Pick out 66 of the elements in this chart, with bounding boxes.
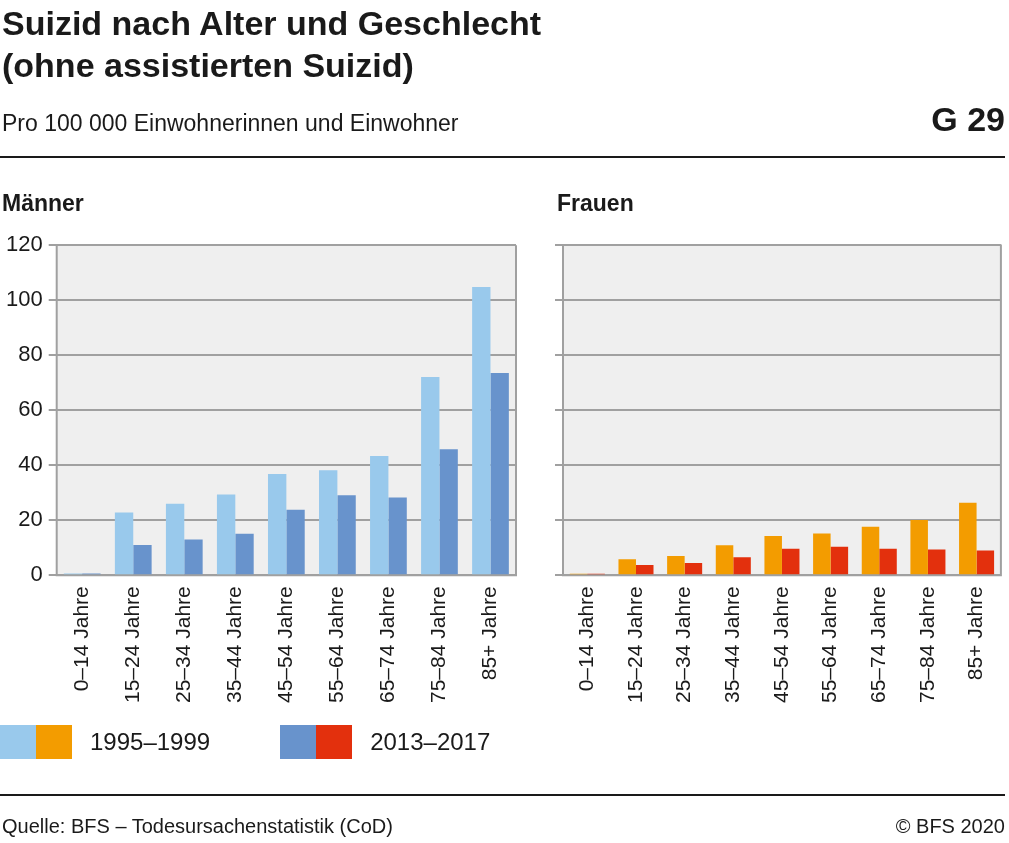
x-tick-label: 75–84 Jahre: [914, 586, 938, 703]
x-tick-label: 45–54 Jahre: [768, 586, 792, 703]
x-tick-label: 55–64 Jahre: [817, 586, 841, 703]
bar: [286, 509, 305, 575]
text: © BFS 2020: [895, 815, 1005, 838]
bar: [781, 548, 800, 575]
x-tick-label: 65–74 Jahre: [375, 586, 399, 703]
y-tick-label: 20: [18, 506, 43, 532]
bar: [370, 455, 389, 575]
y-tick-label: 0: [30, 561, 43, 587]
x-tick-label: 0–14 Jahre: [69, 586, 93, 692]
chart-title: Männer: [2, 190, 85, 218]
bar: [976, 550, 995, 575]
bar: [133, 544, 152, 575]
source-note: Quelle: BFS – Todesursachenstatistik (CoD): [2, 815, 393, 838]
bar: [114, 512, 134, 575]
bar: [184, 539, 203, 575]
bar: [764, 536, 782, 575]
x-tick-label: 25–34 Jahre: [671, 586, 695, 703]
text: G 29: [931, 100, 1005, 139]
legend-label: 1995–1999: [90, 728, 211, 756]
bar: [267, 474, 287, 575]
x-tick-label: 25–34 Jahre: [171, 586, 195, 703]
x-tick-label: 15–24 Jahre: [120, 586, 144, 703]
bar: [733, 557, 751, 575]
bar: [667, 555, 685, 575]
chart-title: Frauen: [557, 190, 635, 218]
bar: [830, 546, 849, 575]
bar: [490, 373, 509, 575]
x-tick-label: 0–14 Jahre: [574, 586, 598, 692]
x-tick-label: 65–74 Jahre: [866, 586, 890, 703]
text: Suizid nach Alter und Geschlecht (ohne assistierten Suizid): [2, 3, 543, 86]
bar: [439, 449, 458, 575]
bar: [165, 503, 185, 575]
y-tick-label: 120: [5, 231, 43, 257]
y-tick-label: 40: [18, 451, 43, 477]
y-tick-label: 80: [18, 341, 43, 367]
bar: [635, 565, 654, 575]
bar: [388, 497, 407, 575]
legend-label: 2013–2017: [370, 728, 491, 756]
x-tick-label: 75–84 Jahre: [426, 586, 450, 703]
bar: [927, 549, 946, 575]
x-tick-label: 15–24 Jahre: [622, 586, 646, 703]
bar: [472, 287, 491, 575]
x-tick-label: 85+ Jahre: [963, 586, 987, 681]
x-tick-label: 55–64 Jahre: [324, 586, 348, 703]
y-tick-label: 60: [18, 396, 43, 422]
x-tick-label: 45–54 Jahre: [273, 586, 297, 703]
bar: [910, 520, 928, 575]
text: Pro 100 000 Einwohnerinnen und Einwohner: [2, 110, 459, 137]
x-tick-label: 85+ Jahre: [477, 586, 501, 681]
bar: [235, 533, 254, 575]
bar: [618, 559, 636, 575]
bar: [959, 502, 977, 575]
bar: [216, 494, 236, 575]
bar: [337, 495, 356, 575]
bar: [879, 548, 897, 575]
bar: [421, 376, 440, 575]
bar: [813, 533, 831, 575]
bar: [715, 545, 734, 575]
x-tick-label: 35–44 Jahre: [222, 586, 246, 703]
x-tick-label: 35–44 Jahre: [720, 586, 744, 703]
bar: [319, 470, 338, 575]
bar: [684, 563, 703, 575]
y-tick-label: 100: [5, 286, 43, 312]
bar: [861, 526, 880, 575]
